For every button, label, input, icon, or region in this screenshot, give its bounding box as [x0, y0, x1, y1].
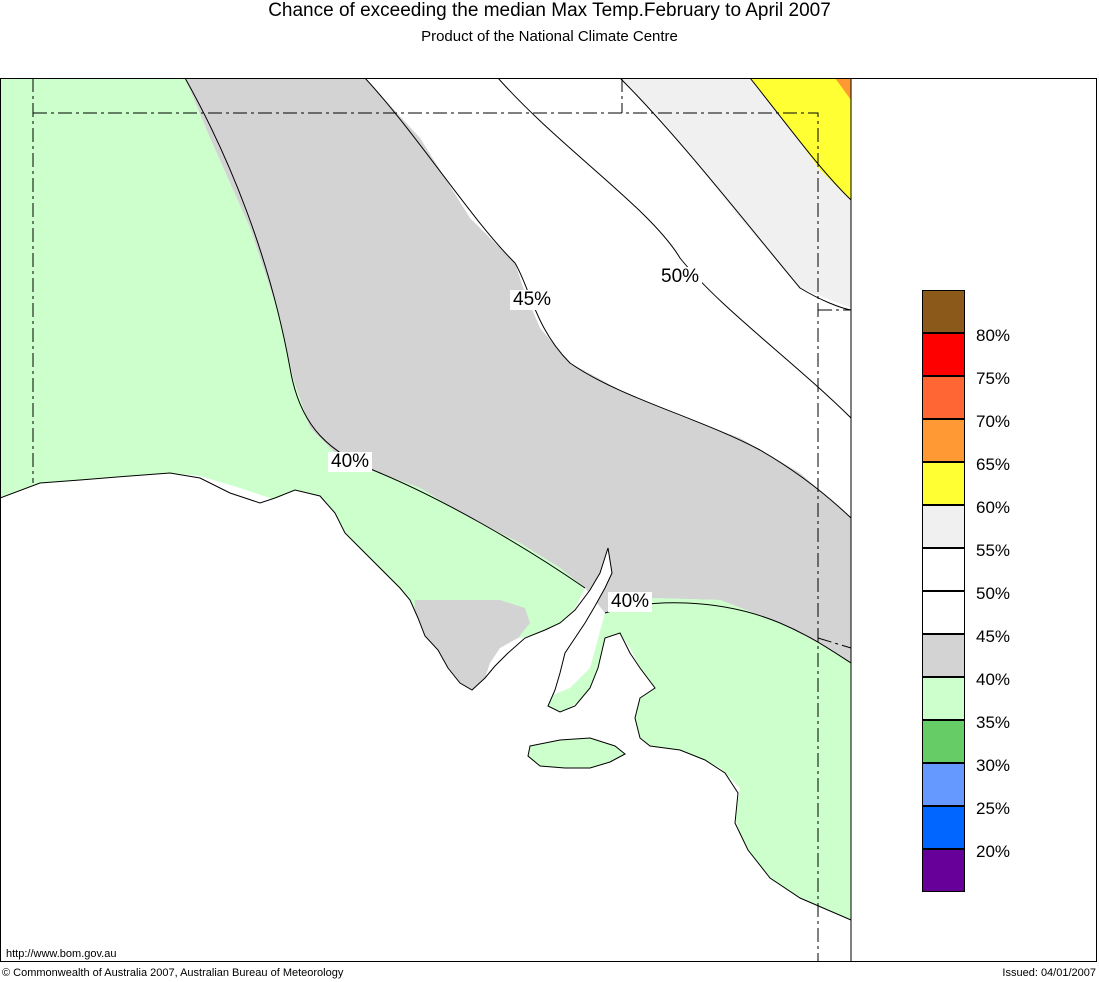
source-url[interactable]: http://www.bom.gov.au: [6, 948, 117, 960]
domain-boundary: [32, 78, 852, 962]
legend-label: 20%: [976, 842, 1011, 861]
legend-swatch-20-25: [922, 806, 965, 849]
legend-swatch-65-70: [922, 419, 965, 462]
legend-swatch-45-50: [922, 591, 965, 634]
contour-line-50a: [497, 78, 852, 419]
legend-swatch-70-75: [922, 376, 965, 419]
region-35-40-east: [545, 598, 851, 920]
kangaroo-island-land: [527, 737, 626, 769]
legend-swatch-below-20: [922, 849, 965, 892]
legend-swatch-25-30: [922, 763, 965, 806]
region-65-70: [835, 78, 851, 100]
map-title: Chance of exceeding the median Max Temp.…: [268, 0, 831, 21]
contour-line-45: [184, 78, 586, 589]
legend-label: 45%: [976, 627, 1011, 646]
region-60-65: [750, 78, 851, 200]
legend-swatch-40-45: [922, 634, 965, 677]
region-50-55: [620, 78, 851, 308]
region-40-45: [185, 78, 851, 663]
contour-label-40-west: 40%: [328, 452, 373, 472]
figure-frame: [0, 78, 1097, 962]
legend-swatch-50-55: [922, 548, 965, 591]
legend-swatch-80-plus: [922, 290, 965, 333]
legend-label: 50%: [976, 584, 1011, 603]
contour-label-50: 50%: [658, 267, 703, 287]
legend-label: 25%: [976, 799, 1011, 818]
legend-swatch-75-80: [922, 333, 965, 376]
legend-swatch-30-35: [922, 720, 965, 763]
contour-line-55: [749, 78, 852, 201]
map-subtitle: Product of the National Climate Centre: [421, 28, 678, 45]
legend-label: 70%: [976, 412, 1011, 431]
contour-line-45b: [364, 78, 852, 519]
contour-label-40-east: 40%: [608, 592, 653, 612]
legend-label: 60%: [976, 498, 1011, 517]
legend-swatch-55-60: [922, 505, 965, 548]
region-35-40-west: [0, 78, 585, 638]
legend-label: 65%: [976, 455, 1011, 474]
contour-line-50b: [619, 78, 852, 311]
legend-label: 80%: [976, 326, 1011, 345]
legend-label: 40%: [976, 670, 1011, 689]
copyright-notice: © Commonwealth of Australia 2007, Austra…: [2, 967, 344, 979]
legend-label: 35%: [976, 713, 1011, 732]
ocean: [0, 472, 852, 962]
legend-label: 75%: [976, 369, 1011, 388]
legend-swatch-35-40: [922, 677, 965, 720]
legend-label: 55%: [976, 541, 1011, 560]
legend-swatch-60-65: [922, 462, 965, 505]
issued-date: Issued: 04/01/2007: [1002, 967, 1096, 979]
contour-label-45: 45%: [510, 290, 555, 310]
probability-map: [0, 78, 852, 962]
legend-label: 30%: [976, 756, 1011, 775]
